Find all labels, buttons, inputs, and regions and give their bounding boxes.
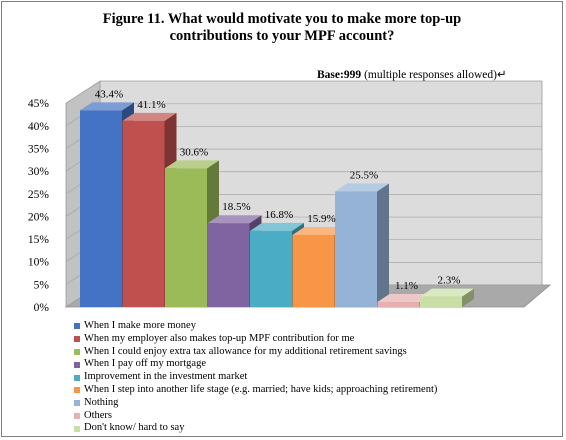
legend-swatch xyxy=(74,361,80,368)
bar-front xyxy=(80,110,122,307)
legend-label: When I could enjoy extra tax allowance f… xyxy=(84,345,407,357)
gridline xyxy=(65,80,542,104)
y-tick-label: 45% xyxy=(28,98,50,110)
bar xyxy=(335,183,389,307)
bar-side xyxy=(462,288,474,307)
y-tick-label: 5% xyxy=(34,279,50,291)
legend-item: Improvement in the investment market xyxy=(74,371,437,384)
y-tick-label: 25% xyxy=(28,189,50,201)
y-tick-label: 20% xyxy=(28,211,50,223)
legend-swatch xyxy=(74,323,80,330)
bar-top xyxy=(377,294,432,303)
bar-front xyxy=(207,223,250,307)
legend-label: Don't know/ hard to say xyxy=(84,422,185,434)
legend-item: Don't know/ hard to say xyxy=(74,422,437,435)
legend-label: Nothing xyxy=(84,396,119,408)
legend-item: When I could enjoy extra tax allowance f… xyxy=(74,346,437,359)
bar-side xyxy=(377,183,389,307)
bar-front xyxy=(250,230,292,307)
legend-swatch xyxy=(74,425,80,432)
legend-label: When I pay off my mortgage xyxy=(84,358,206,370)
bar-top xyxy=(165,160,219,169)
y-tick-label: 15% xyxy=(28,234,50,246)
legend-item: When I step into another life stage (e.g… xyxy=(74,384,437,397)
data-label: 30.6% xyxy=(180,146,208,158)
legend-label: Improvement in the investment market xyxy=(84,371,248,383)
bar-top xyxy=(207,215,262,224)
legend-swatch xyxy=(74,374,80,381)
chart-legend: When I make more money When my employer a… xyxy=(74,320,437,435)
bar-front xyxy=(335,191,377,307)
legend-swatch xyxy=(74,348,80,355)
legend-label: When I make more money xyxy=(84,320,196,331)
data-label: 25.5% xyxy=(350,169,378,181)
legend-swatch xyxy=(74,336,80,343)
bar-front xyxy=(165,168,207,307)
chart-title-line-1: Figure 11. What would motivate you to ma… xyxy=(102,11,462,27)
y-tick-label: 30% xyxy=(28,166,50,178)
legend-item: Others xyxy=(74,410,437,423)
legend-label: When my employer also makes top-up MPF c… xyxy=(84,332,355,344)
y-tick-label: 0% xyxy=(34,302,50,314)
bar-front xyxy=(377,302,420,307)
legend-item: Nothing xyxy=(74,397,437,410)
legend-swatch xyxy=(74,400,80,407)
legend-item: When I make more money xyxy=(74,320,437,333)
y-tick-label: 35% xyxy=(28,143,50,155)
data-label: 43.4% xyxy=(95,88,123,100)
y-tick-label: 10% xyxy=(28,257,50,269)
bar-top xyxy=(250,222,304,231)
data-labels: 43.4% 41.1% 30.6% 18.5% 16.8% 15.9% 25.5% 1.1% 2… xyxy=(95,88,461,292)
y-axis: 0% 5% 10% 15% 20% 25% 30% 35% 40% 45% xyxy=(28,98,50,314)
data-label: 1.1% xyxy=(395,280,418,292)
bar xyxy=(420,288,474,307)
legend-item: When my employer also makes top-up MPF c… xyxy=(74,333,437,346)
bar-top xyxy=(292,226,347,235)
data-label: 16.8% xyxy=(265,209,293,221)
data-label: 41.1% xyxy=(137,99,165,111)
data-label: 2.3% xyxy=(438,275,461,287)
data-label: 18.5% xyxy=(222,201,250,213)
bar-top xyxy=(80,102,134,111)
legend-label: When I step into another life stage (e.g… xyxy=(84,383,438,395)
bar-top xyxy=(335,183,389,192)
y-tick-label: 40% xyxy=(28,121,50,133)
data-label: 15.9% xyxy=(307,213,335,225)
legend-swatch xyxy=(74,412,80,419)
legend-item: When I pay off my mortgage xyxy=(74,358,437,371)
bar-front xyxy=(420,296,462,307)
legend-label: Others xyxy=(84,409,112,421)
bar-top xyxy=(122,112,177,121)
bar-series xyxy=(80,102,474,307)
chart-title-line-2: contributions to your MPF account? xyxy=(169,28,395,44)
bar-front xyxy=(292,234,335,307)
legend-swatch xyxy=(74,387,80,394)
base-annotation: Base:999 (multiple responses allowed)↵ xyxy=(317,69,507,81)
bar-top xyxy=(420,288,474,297)
bar-front xyxy=(122,120,165,307)
